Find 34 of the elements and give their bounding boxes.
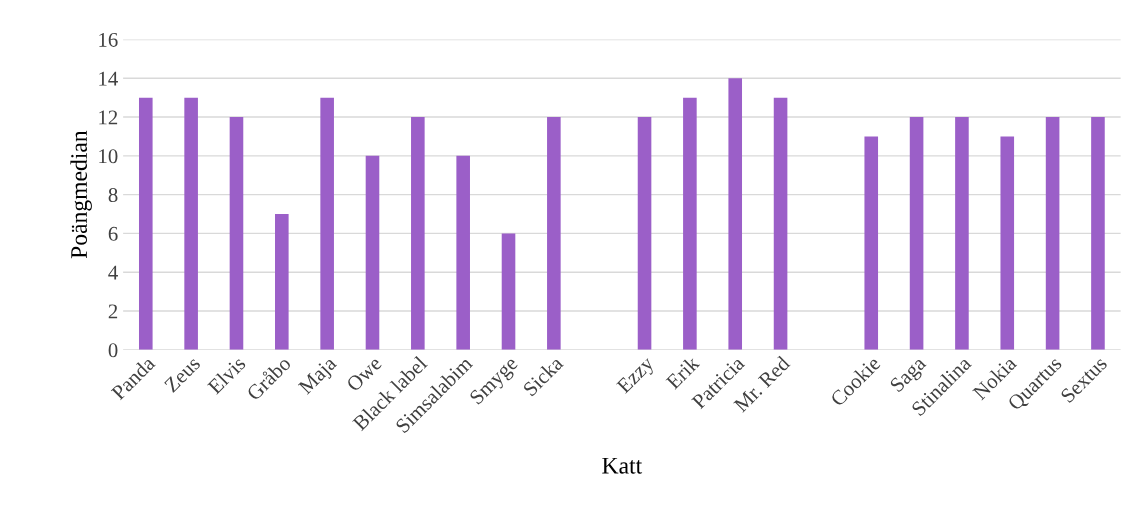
y-tick-label: 8	[108, 187, 118, 203]
y-tick-label: 4	[108, 265, 118, 280]
y-tick-label: 6	[108, 226, 118, 241]
y-axis-title: Poängmedian	[70, 130, 92, 259]
bar	[320, 97, 334, 350]
y-tick-label: 2	[108, 304, 118, 319]
x-tick-label: Zeus	[163, 355, 201, 393]
bar	[864, 136, 879, 350]
bar	[909, 117, 924, 350]
bar	[683, 97, 697, 350]
bar	[411, 117, 425, 350]
bar	[728, 78, 743, 350]
y-tick-label: 0	[108, 343, 118, 358]
x-axis-title: Katt	[602, 457, 643, 474]
bar	[229, 117, 244, 350]
bar	[275, 214, 289, 350]
x-tick-label: Maja	[297, 355, 341, 398]
bar	[955, 117, 969, 350]
y-tick-label: 16	[99, 32, 118, 47]
bar	[1000, 136, 1015, 350]
bar	[184, 97, 198, 350]
bar	[456, 155, 470, 350]
bar	[547, 117, 561, 350]
x-tick-label: Owe	[345, 355, 383, 393]
bar	[1045, 117, 1060, 350]
bar	[365, 155, 380, 350]
bar	[501, 233, 516, 350]
bar	[637, 117, 652, 350]
y-tick-label: 12	[99, 110, 118, 125]
y-tick-label: 10	[99, 149, 118, 164]
y-tick-label: 14	[99, 71, 118, 86]
bar	[1091, 117, 1105, 350]
bar	[138, 97, 153, 350]
bar	[773, 97, 788, 350]
